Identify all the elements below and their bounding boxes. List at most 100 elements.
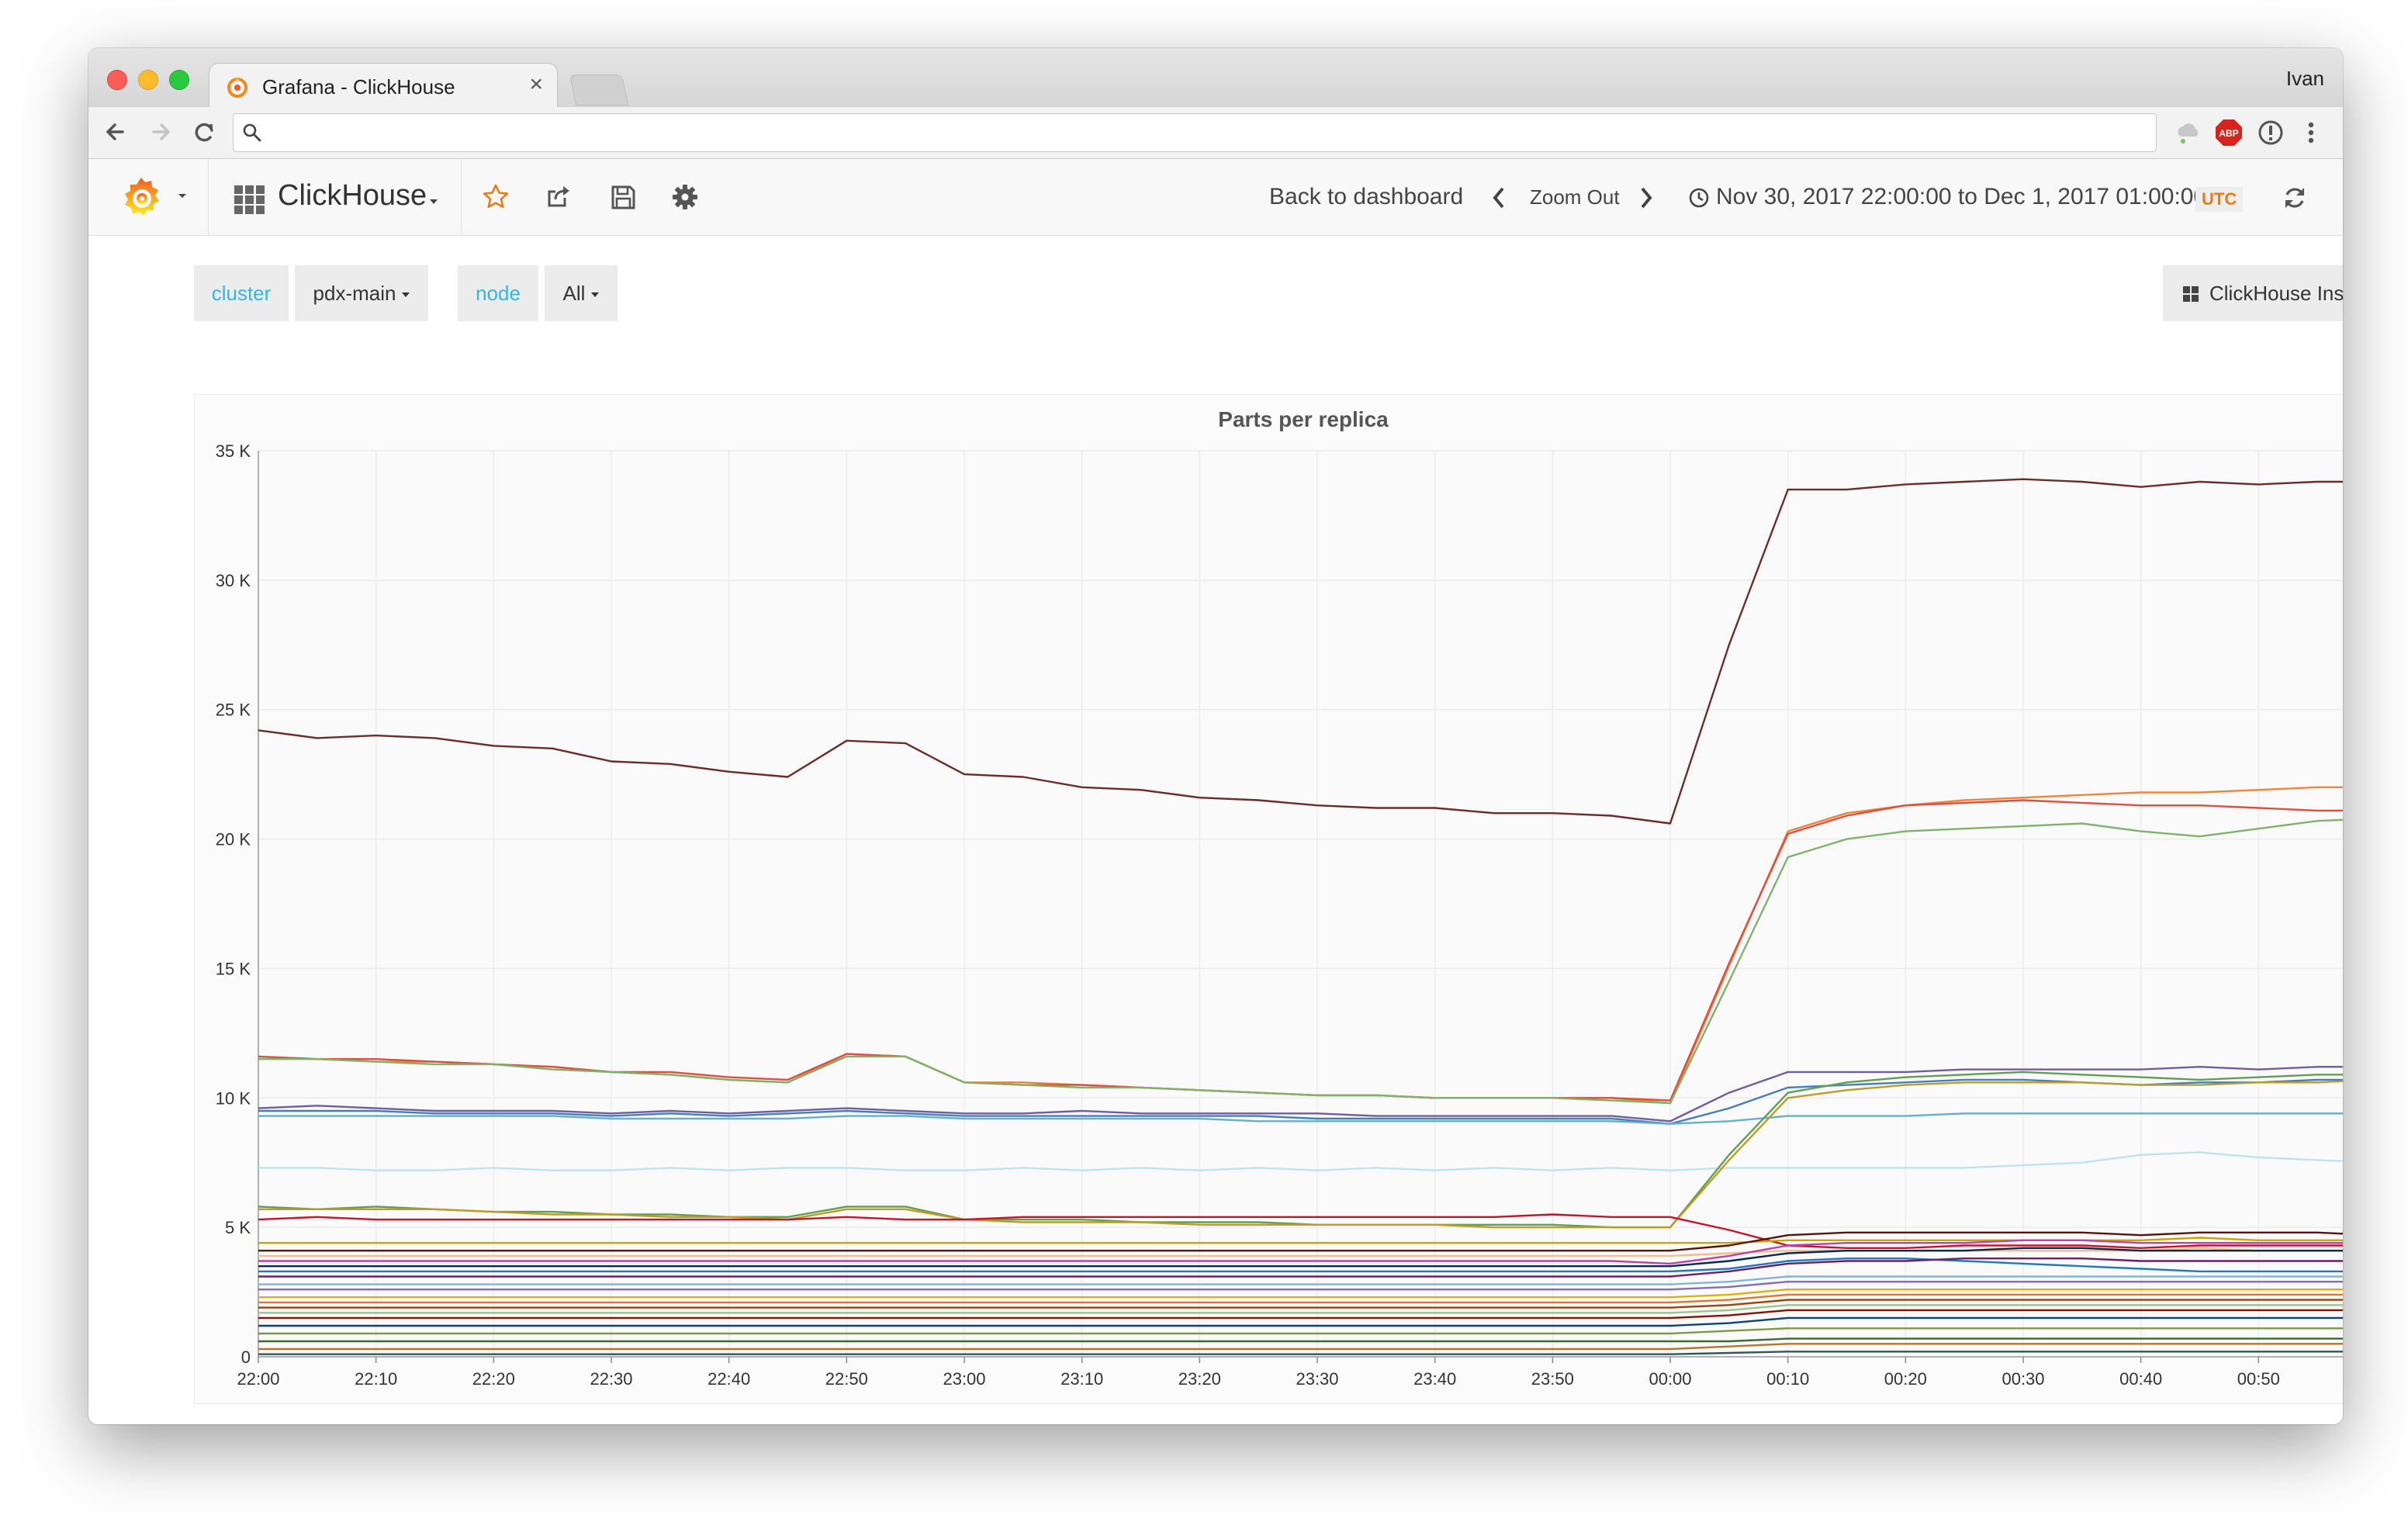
x-tick-label: 23:10 — [1060, 1369, 1103, 1389]
series-line-20 — [258, 1280, 2343, 1291]
series-line-30 — [258, 1351, 2343, 1355]
y-tick-label: 10 K — [216, 1088, 251, 1108]
variable-select-node[interactable]: All — [545, 265, 618, 321]
zoom-window-button[interactable] — [169, 70, 189, 90]
series-line-10 — [258, 1080, 2343, 1229]
series-line-18 — [258, 1257, 2343, 1278]
grafana-logo-icon — [125, 178, 159, 216]
series-line-22 — [258, 1293, 2343, 1304]
x-tick-label: 22:20 — [472, 1369, 515, 1389]
series-line-1 — [258, 478, 2343, 825]
dashboard-title: ClickHouse — [278, 179, 427, 212]
x-tick-label: 00:30 — [2001, 1369, 2044, 1389]
arrow-left-icon[interactable] — [99, 115, 133, 149]
caret-down-icon — [178, 194, 186, 198]
x-tick-label: 00:50 — [2237, 1369, 2280, 1389]
browser-toolbar: ABP — [88, 107, 2343, 159]
panel-title[interactable]: Parts per replica — [1218, 407, 1389, 431]
x-tick-label: 23:20 — [1178, 1369, 1221, 1389]
variable-value-node: All — [562, 282, 586, 305]
dashboard-picker[interactable]: ClickHouse — [208, 159, 462, 235]
cloud-extension-icon[interactable] — [2174, 118, 2203, 147]
variable-select-cluster[interactable]: pdx-main — [295, 265, 428, 321]
series-line-4 — [258, 818, 2343, 1105]
series-line-8 — [258, 1151, 2343, 1171]
refresh-icon[interactable] — [2281, 184, 2309, 212]
parts-per-replica-chart[interactable]: 0 5 K 10 K 15 K 20 K 25 K 30 K 35 K 22:00 22:10 22… — [195, 395, 2343, 1403]
timezone-badge: UTC — [2195, 187, 2244, 212]
y-tick-label: 25 K — [216, 701, 251, 720]
y-tick-label: 15 K — [216, 959, 251, 978]
adblock-plus-icon[interactable]: ABP — [2214, 118, 2244, 147]
arrow-right-icon[interactable] — [144, 115, 178, 149]
info-extension-icon[interactable] — [2256, 118, 2285, 147]
star-icon[interactable] — [481, 182, 510, 212]
variable-label-cluster: cluster — [194, 265, 289, 321]
series-line-6 — [258, 1078, 2343, 1125]
time-range-picker[interactable]: Nov 30, 2017 22:00:00 to Dec 1, 2017 01:… — [1716, 184, 2207, 209]
save-icon[interactable] — [608, 182, 638, 212]
x-tick-label: 23:50 — [1531, 1369, 1574, 1389]
zoom-out-button[interactable]: Zoom Out — [1530, 185, 1620, 209]
grafana-menu-button[interactable] — [88, 159, 209, 235]
y-tick-label: 5 K — [225, 1218, 251, 1237]
caret-down-icon — [402, 292, 410, 298]
graph-panel: Parts per replica 0 5 K 10 K 15 K 20 K 25 K 30… — [194, 394, 2343, 1404]
back-to-dashboard-link[interactable]: Back to dashboard — [1269, 184, 1464, 209]
x-tick-label: 00:20 — [1884, 1369, 1927, 1389]
y-tick-label: 20 K — [216, 830, 251, 849]
series-line-5 — [258, 1066, 2343, 1123]
caret-down-icon — [430, 199, 438, 204]
tab-close-icon[interactable]: × — [529, 71, 543, 97]
series-line-17 — [258, 1257, 2343, 1273]
share-icon[interactable] — [545, 182, 574, 212]
series-line-27 — [258, 1327, 2343, 1335]
series-line-13 — [258, 1231, 2343, 1252]
gear-icon[interactable] — [670, 182, 700, 212]
browser-tab[interactable]: Grafana - ClickHouse × — [209, 64, 557, 109]
series-line-28 — [258, 1337, 2343, 1343]
series-line-11 — [258, 1213, 2343, 1250]
dashboard-link-clickhouse-inserters[interactable]: ClickHouse Inserters — [2163, 265, 2343, 321]
series-line-25 — [258, 1309, 2343, 1320]
svg-text:ABP: ABP — [2219, 128, 2238, 139]
address-bar[interactable] — [233, 113, 2157, 152]
clock-icon — [1689, 188, 1709, 208]
browser-window: Grafana - ClickHouse × Ivan — [88, 48, 2343, 1424]
y-tick-label: 0 — [241, 1347, 251, 1367]
x-tick-label: 23:40 — [1413, 1369, 1456, 1389]
tab-title: Grafana - ClickHouse — [262, 75, 455, 99]
variable-value-cluster: pdx-main — [313, 282, 396, 305]
variable-label-node: node — [458, 265, 538, 321]
x-tick-label: 22:40 — [708, 1369, 750, 1389]
series-line-26 — [258, 1316, 2343, 1327]
apps-grid-icon — [2183, 286, 2199, 302]
dashboard-link-label: ClickHouse Inserters — [2209, 282, 2343, 305]
chevron-right-icon[interactable] — [1637, 185, 1656, 210]
reload-icon[interactable] — [188, 115, 222, 149]
caret-down-icon — [591, 292, 600, 298]
x-tick-label: 23:00 — [943, 1369, 985, 1389]
profile-name[interactable]: Ivan — [2285, 67, 2324, 90]
chevron-left-icon[interactable] — [1489, 185, 1508, 210]
series-line-15 — [258, 1239, 2343, 1265]
series-line-23 — [258, 1299, 2343, 1309]
x-tick-label: 22:30 — [590, 1369, 632, 1389]
minimize-window-button[interactable] — [138, 70, 158, 90]
x-tick-label: 00:00 — [1649, 1369, 1691, 1389]
y-tick-label: 30 K — [216, 571, 251, 590]
x-tick-label: 22:10 — [355, 1369, 397, 1389]
series-line-21 — [258, 1288, 2343, 1299]
x-tick-label: 00:40 — [2119, 1369, 2162, 1389]
x-tick-label: 00:10 — [1766, 1369, 1809, 1389]
series-line-19 — [258, 1275, 2343, 1285]
series-line-7 — [258, 1112, 2343, 1125]
series-line-14 — [258, 1247, 2343, 1258]
new-tab-button[interactable] — [569, 74, 629, 106]
search-icon — [243, 123, 261, 142]
plot-area — [258, 451, 2343, 1357]
grafana-favicon-icon — [227, 77, 247, 98]
kebab-menu-icon[interactable] — [2296, 118, 2326, 147]
grafana-navbar: ClickHouse Back to dashboar — [88, 159, 2343, 236]
close-window-button[interactable] — [107, 70, 127, 90]
